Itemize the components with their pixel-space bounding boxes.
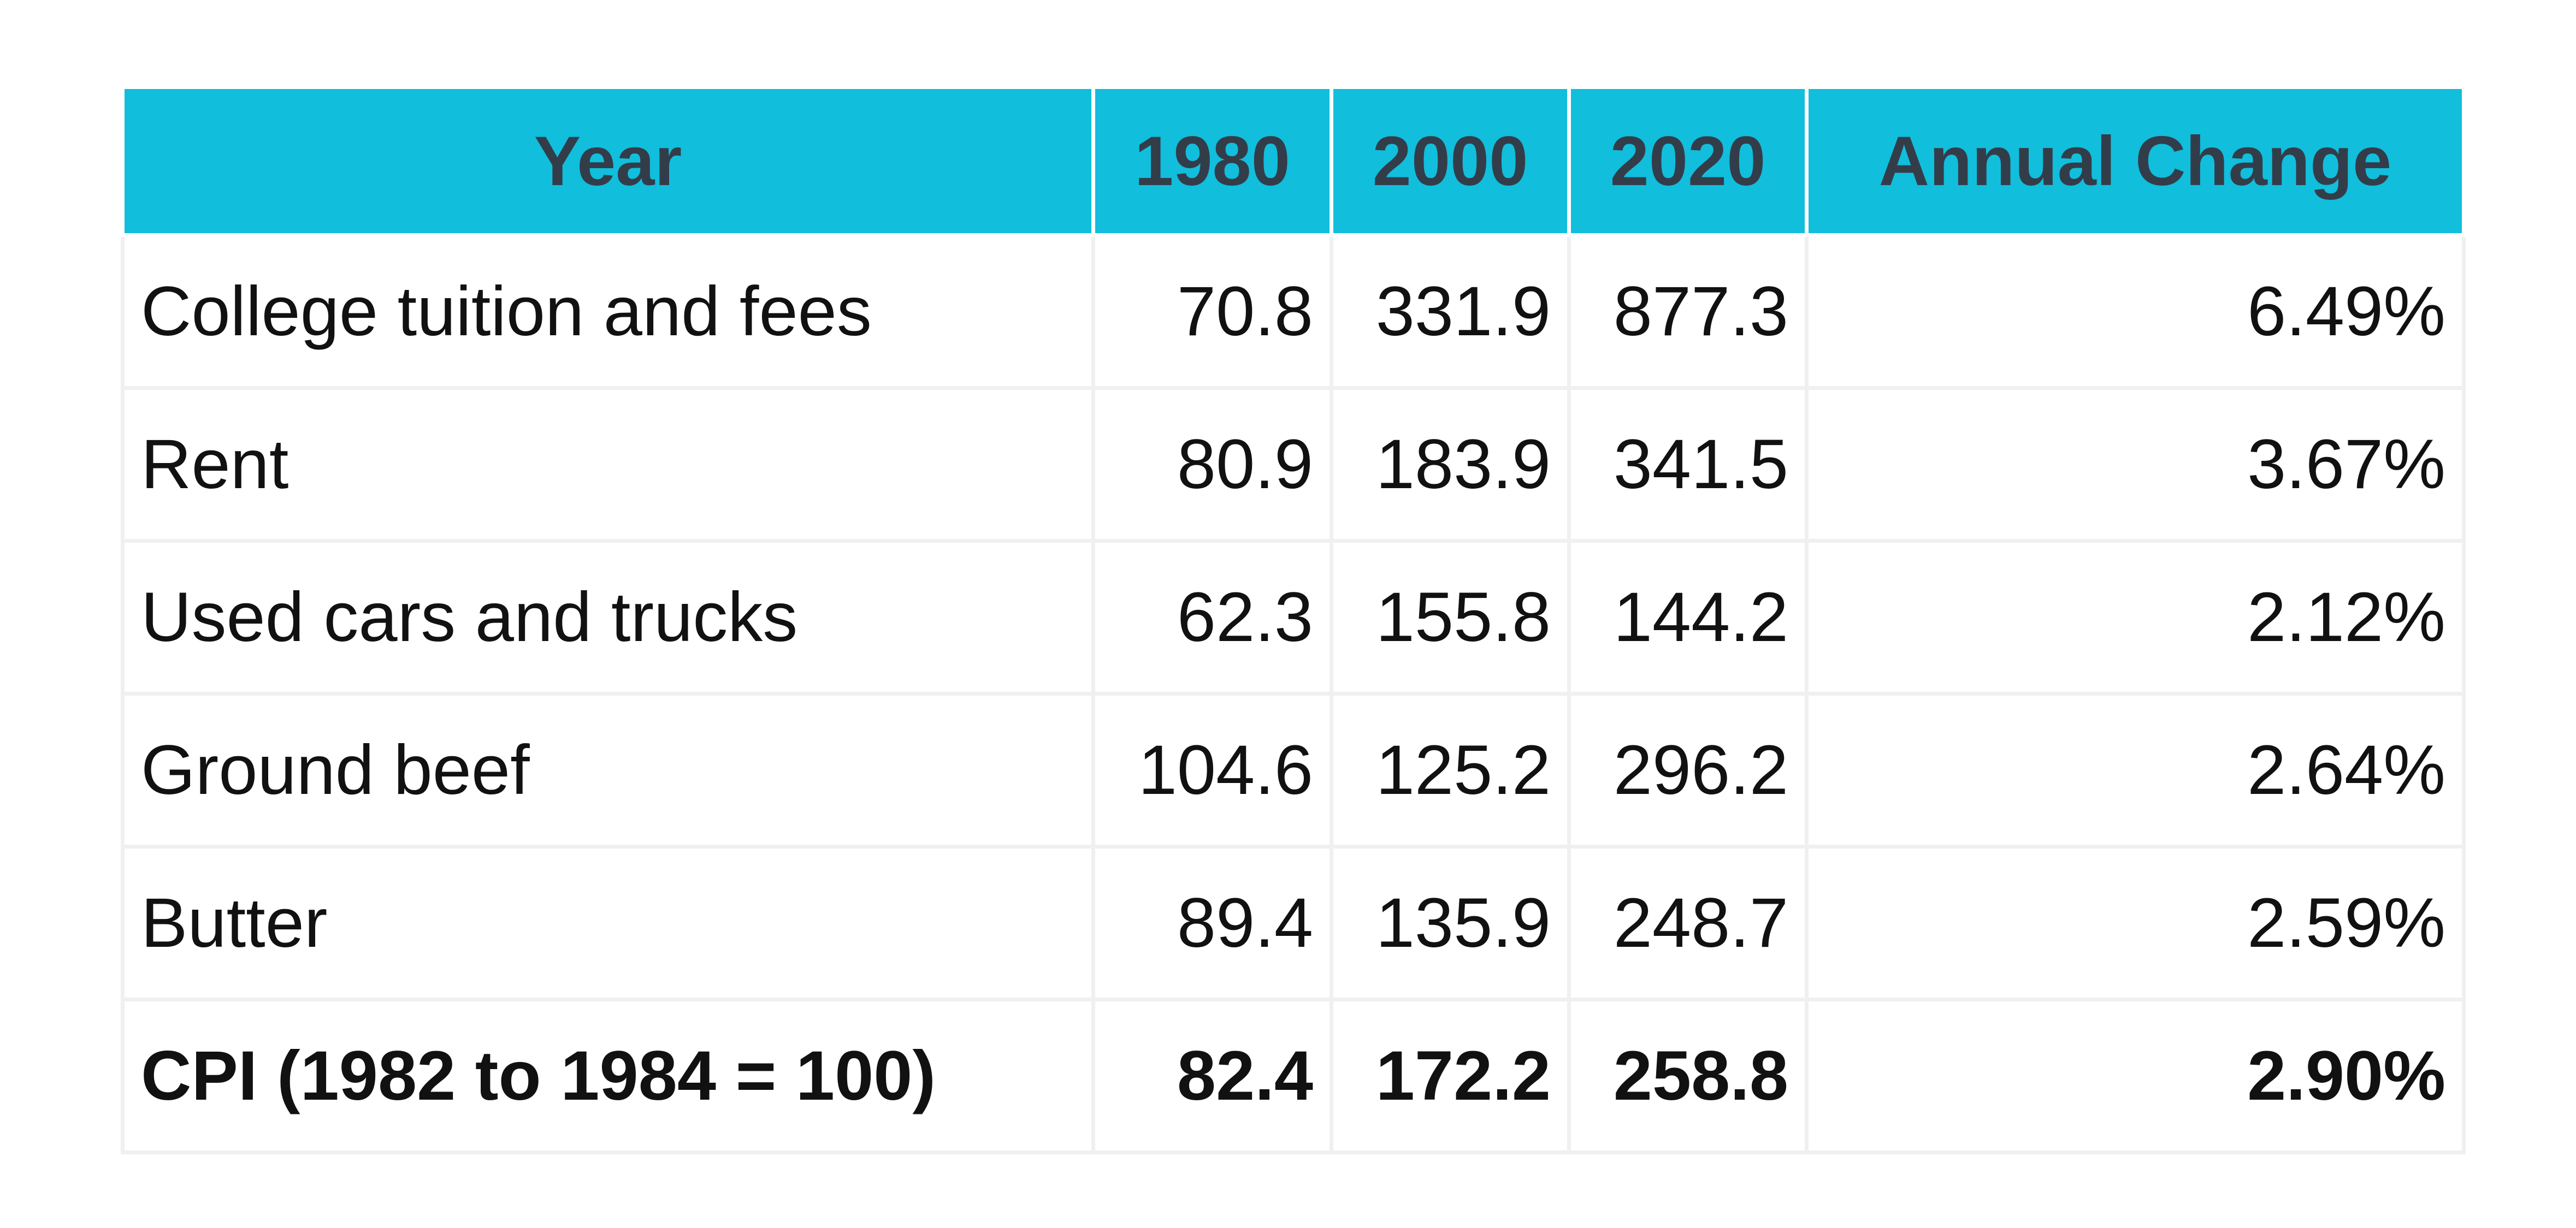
table-cell: 82.4 <box>1091 998 1333 1154</box>
table-cell: 104.6 <box>1091 692 1333 849</box>
row-label: Rent <box>121 386 1095 543</box>
table-cell: 877.3 <box>1567 233 1809 390</box>
table-cell: 296.2 <box>1567 692 1809 849</box>
header-cell: 2000 <box>1330 89 1571 237</box>
table-cell: 341.5 <box>1567 386 1809 543</box>
header-row: Year 1980 2000 2020 Annual Change <box>121 89 2466 237</box>
table-cell: 62.3 <box>1091 539 1333 696</box>
table-cell: 135.9 <box>1330 845 1571 1001</box>
table-body: College tuition and fees 70.8 331.9 877.3 6.… <box>121 233 2466 1154</box>
header-cell: Annual Change <box>1805 89 2466 237</box>
table-cell: 6.49% <box>1805 233 2466 390</box>
row-label: Ground beef <box>121 692 1095 849</box>
table-cell: 3.67% <box>1805 386 2466 543</box>
table-cell: 144.2 <box>1567 539 1809 696</box>
table-cell: 2.12% <box>1805 539 2466 696</box>
table-cell: 331.9 <box>1330 233 1571 390</box>
table-row: Rent 80.9 183.9 341.5 3.67% <box>121 386 2466 543</box>
table-row: CPI (1982 to 1984 = 100) 82.4 172.2 258.8 2.… <box>121 998 2466 1154</box>
table-cell: 155.8 <box>1330 539 1571 696</box>
header-cell: 1980 <box>1091 89 1333 237</box>
table-cell: 125.2 <box>1330 692 1571 849</box>
table-cell: 89.4 <box>1091 845 1333 1001</box>
row-label: College tuition and fees <box>121 233 1095 390</box>
header-cell: Year <box>121 89 1095 237</box>
table-row: College tuition and fees 70.8 331.9 877.3 6.… <box>121 233 2466 390</box>
table-row: Butter 89.4 135.9 248.7 2.59% <box>121 845 2466 1001</box>
table-cell: 248.7 <box>1567 845 1809 1001</box>
table-cell: 70.8 <box>1091 233 1333 390</box>
table-cell: 258.8 <box>1567 998 1809 1154</box>
table-cell: 2.59% <box>1805 845 2466 1001</box>
table-cell: 183.9 <box>1330 386 1571 543</box>
row-label: Butter <box>121 845 1095 1001</box>
table-cell: 2.64% <box>1805 692 2466 849</box>
row-label: Used cars and trucks <box>121 539 1095 696</box>
table-cell: 2.90% <box>1805 998 2466 1154</box>
table-row: Ground beef 104.6 125.2 296.2 2.64% <box>121 692 2466 849</box>
header-cell: 2020 <box>1567 89 1809 237</box>
cpi-table: Year 1980 2000 2020 Annual Change College tu… <box>121 89 2466 1154</box>
table-cell: 80.9 <box>1091 386 1333 543</box>
table-row: Used cars and trucks 62.3 155.8 144.2 2.12% <box>121 539 2466 696</box>
row-label: CPI (1982 to 1984 = 100) <box>121 998 1095 1154</box>
table-cell: 172.2 <box>1330 998 1571 1154</box>
